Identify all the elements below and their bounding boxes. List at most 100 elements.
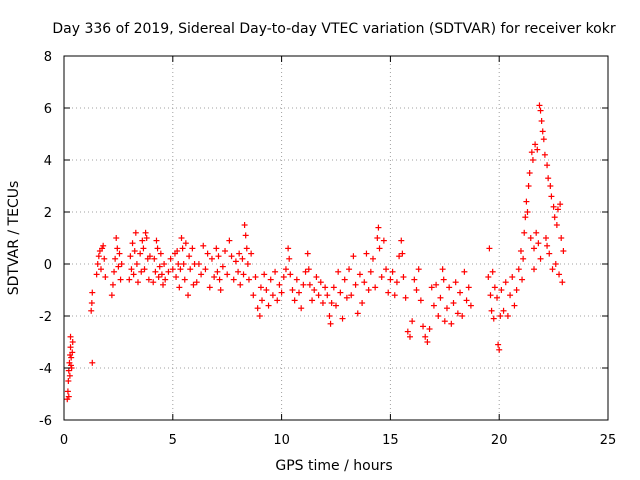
data-point (291, 297, 298, 304)
data-point (175, 261, 182, 267)
data-point (256, 313, 263, 319)
data-point (547, 183, 554, 189)
data-point (450, 300, 457, 306)
data-point (498, 287, 505, 293)
data-point (173, 274, 180, 280)
data-point (114, 245, 121, 252)
data-point (254, 305, 261, 312)
data-point (146, 253, 153, 260)
data-point (550, 203, 557, 210)
x-tick-label: 25 (600, 433, 617, 448)
data-point (545, 175, 552, 182)
data-point (398, 237, 405, 244)
data-point (208, 255, 215, 262)
data-point (511, 302, 518, 309)
data-point (529, 157, 536, 163)
data-point (417, 297, 424, 304)
data-point (346, 266, 353, 273)
data-point (200, 242, 207, 249)
data-point (454, 310, 461, 317)
data-point (186, 253, 193, 260)
data-point (142, 229, 149, 236)
data-points (64, 102, 567, 403)
data-point (241, 222, 248, 228)
data-point (441, 318, 448, 325)
data-point (286, 255, 293, 262)
data-point (138, 268, 145, 275)
y-axis-label: SDTVAR / TECUs (6, 181, 22, 296)
data-point (94, 261, 101, 267)
data-point (317, 279, 324, 286)
data-point (527, 235, 534, 241)
data-point (333, 302, 339, 309)
data-point (152, 268, 159, 275)
data-point (541, 151, 548, 158)
data-point (524, 209, 531, 215)
data-point (315, 292, 322, 299)
data-point (531, 266, 538, 273)
data-point (193, 279, 200, 286)
data-point (129, 240, 136, 247)
data-point (89, 289, 96, 296)
data-point (139, 237, 146, 244)
data-point (161, 261, 168, 267)
data-point (245, 276, 252, 283)
data-point (356, 271, 363, 278)
data-point (383, 266, 390, 273)
data-point (535, 240, 542, 247)
data-point (354, 310, 361, 317)
data-point (211, 274, 218, 280)
data-point (174, 248, 181, 254)
data-point (69, 339, 76, 345)
data-point (293, 276, 300, 283)
data-point (304, 250, 311, 257)
data-point (352, 281, 359, 288)
data-point (327, 320, 334, 327)
data-point (259, 297, 266, 304)
data-point (489, 268, 496, 275)
data-point (396, 253, 403, 260)
data-point (287, 271, 294, 278)
data-point (237, 281, 244, 288)
data-point (202, 266, 209, 273)
data-point (496, 346, 503, 353)
data-point (88, 300, 95, 306)
data-point (153, 237, 160, 244)
data-point (313, 274, 320, 280)
data-point (160, 281, 167, 288)
data-point (112, 255, 119, 262)
data-point (282, 266, 289, 273)
data-point (274, 297, 281, 304)
data-point (385, 289, 392, 296)
data-point (369, 255, 376, 262)
data-point (324, 292, 331, 299)
data-point (467, 302, 474, 309)
data-point (437, 294, 444, 301)
data-point (232, 258, 239, 265)
data-point (363, 250, 370, 257)
data-point (549, 266, 556, 273)
data-point (69, 349, 76, 356)
data-point (126, 276, 133, 283)
data-point (495, 341, 502, 348)
data-point (302, 268, 309, 275)
data-point (528, 149, 535, 156)
data-point (504, 313, 511, 319)
data-point (162, 276, 169, 283)
data-point (404, 328, 411, 335)
data-point (228, 253, 235, 260)
data-point (532, 141, 539, 148)
data-point (280, 274, 287, 280)
data-point (216, 276, 223, 283)
data-point (250, 292, 257, 299)
data-point (109, 281, 116, 288)
data-point (376, 245, 383, 252)
data-point (389, 268, 396, 275)
data-point (190, 281, 197, 288)
data-point (154, 245, 161, 252)
data-point (278, 289, 285, 296)
data-point (182, 240, 189, 247)
data-point (544, 242, 551, 249)
y-tick-label: 4 (44, 154, 52, 169)
data-point (519, 276, 526, 283)
